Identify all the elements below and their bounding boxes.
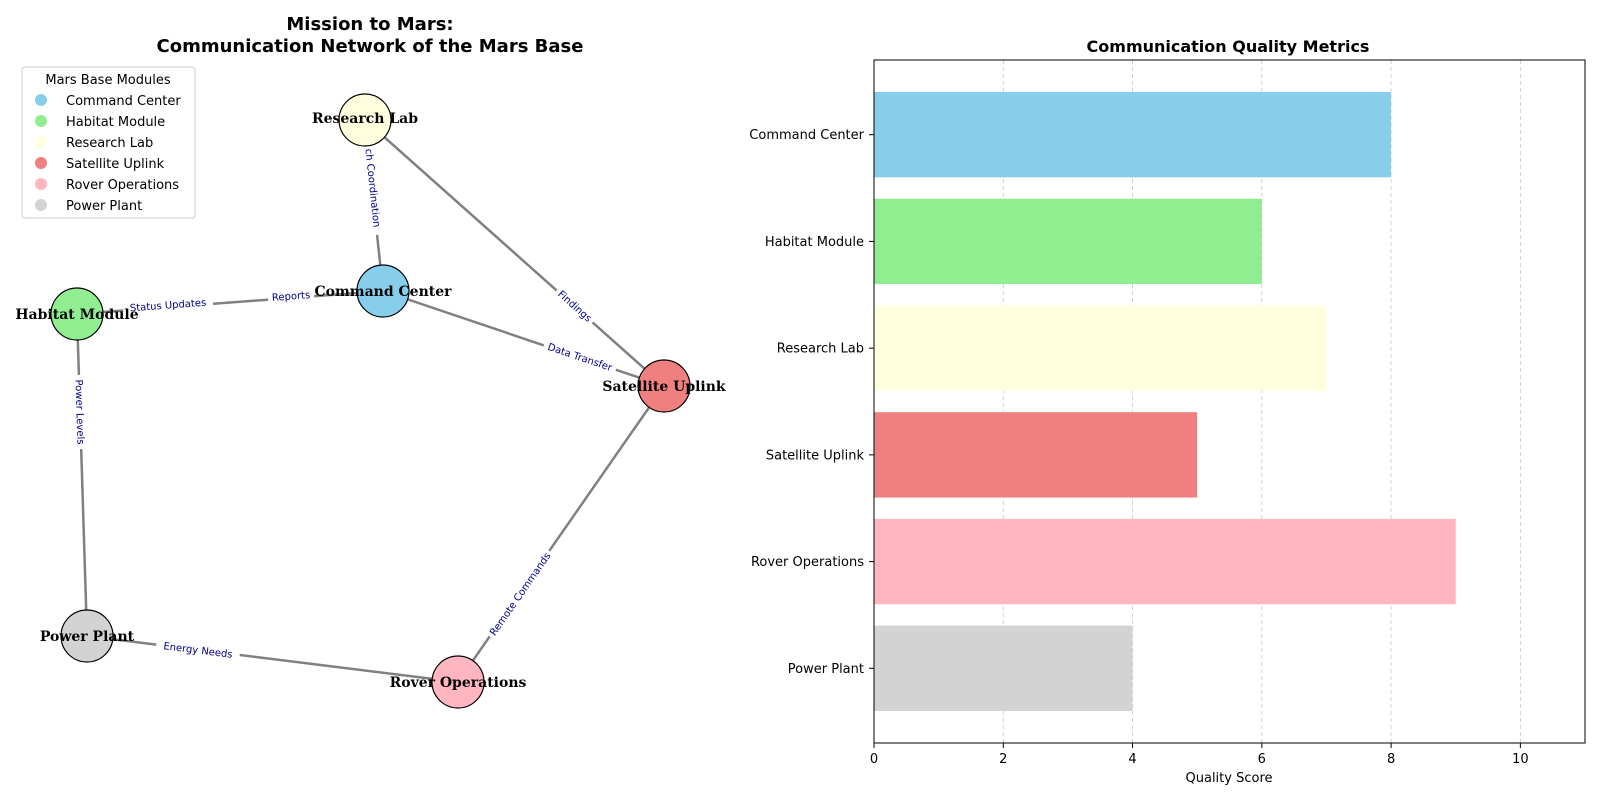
node-label: Satellite Uplink bbox=[602, 379, 726, 395]
x-tick-label: 0 bbox=[870, 752, 878, 767]
node-circle bbox=[637, 359, 691, 413]
edge-label-box bbox=[484, 547, 556, 641]
legend-label: Habitat Module bbox=[66, 115, 165, 130]
legend-marker bbox=[35, 178, 47, 190]
x-tick-label: 4 bbox=[1128, 752, 1136, 767]
legend-marker bbox=[35, 94, 47, 106]
legend-label: Command Center bbox=[66, 94, 181, 109]
y-tick-label: Rover Operations bbox=[751, 555, 864, 570]
bar-satellite-uplink bbox=[874, 412, 1198, 498]
bar-chart: Communication Quality Metrics Command Ce… bbox=[749, 37, 1586, 786]
bar-rover-operations bbox=[874, 518, 1456, 605]
legend-marker bbox=[35, 115, 47, 127]
x-tick-label: 10 bbox=[1512, 752, 1529, 767]
edge-research-lab-satellite-uplink bbox=[364, 119, 665, 387]
node-circle bbox=[338, 93, 392, 147]
node-label: Habitat Module bbox=[15, 307, 138, 323]
edge-label-findings: Findings bbox=[555, 289, 593, 325]
bar-chart-title: Communication Quality Metrics bbox=[1087, 37, 1370, 56]
y-tick-label: Command Center bbox=[749, 128, 864, 143]
node-rover-operations: Rover Operations bbox=[390, 655, 527, 709]
legend-entry-power-plant: Power Plant bbox=[35, 199, 142, 214]
edge-power-plant-rover-operations bbox=[86, 634, 459, 684]
edge-rover-operations-satellite-uplink bbox=[456, 385, 666, 683]
edge-label-box bbox=[122, 294, 214, 316]
y-tick-label: Power Plant bbox=[788, 662, 864, 677]
legend-entry-command-center: Command Center bbox=[35, 94, 181, 109]
y-tick-label: Habitat Module bbox=[765, 235, 864, 250]
edge-label-power-levels: Power Levels bbox=[72, 379, 85, 444]
node-circle bbox=[356, 264, 410, 318]
node-label: Research Lab bbox=[312, 111, 418, 127]
legend-marker bbox=[35, 157, 47, 169]
node-power-plant: Power Plant bbox=[40, 609, 135, 663]
legend-label: Satellite Uplink bbox=[66, 157, 165, 172]
legend-entry-satellite-uplink: Satellite Uplink bbox=[35, 157, 165, 172]
y-tick-label: Satellite Uplink bbox=[766, 448, 865, 463]
edge-label-reports: Reports bbox=[272, 290, 311, 304]
network-nodes: Command Center Habitat Module Research L… bbox=[15, 93, 726, 709]
edge-label-box bbox=[267, 287, 315, 305]
node-circle bbox=[50, 287, 104, 341]
network-title-line-2: Communication Network of the Mars Base bbox=[157, 36, 584, 57]
edge-label-box bbox=[155, 637, 241, 663]
bar-research-lab bbox=[874, 305, 1327, 391]
node-label: Command Center bbox=[315, 284, 453, 300]
legend-entry-research-lab: Research Lab bbox=[35, 136, 153, 151]
plot-area-frame bbox=[873, 59, 1586, 744]
legend-title: Mars Base Modules bbox=[45, 73, 170, 88]
legend-label: Research Lab bbox=[66, 136, 153, 151]
bar-habitat-module bbox=[874, 198, 1262, 285]
legend-entry-rover-operations: Rover Operations bbox=[35, 178, 179, 193]
node-habitat-module: Habitat Module bbox=[15, 287, 139, 341]
x-tick-label: 2 bbox=[999, 752, 1007, 767]
bar-power-plant bbox=[874, 625, 1133, 711]
legend-frame bbox=[21, 66, 196, 219]
node-satellite-uplink: Satellite Uplink bbox=[602, 359, 726, 413]
node-command-center: Command Center bbox=[315, 264, 453, 318]
network-edge-labels: Status Updates Reports ch Coordination D… bbox=[71, 140, 619, 663]
edge-label-box bbox=[552, 284, 598, 328]
legend-label: Rover Operations bbox=[66, 178, 179, 193]
node-circle bbox=[60, 609, 114, 663]
legend-marker bbox=[35, 136, 47, 148]
bar-chart-bars bbox=[874, 92, 1456, 711]
node-circle bbox=[431, 655, 485, 709]
legend-marker bbox=[35, 199, 47, 211]
edge-label-box bbox=[541, 338, 619, 376]
network-title-line-1: Mission to Mars: bbox=[286, 14, 453, 35]
legend-entry-habitat-module: Habitat Module bbox=[35, 115, 165, 130]
edge-habitat-module-power-plant bbox=[75, 313, 89, 637]
edge-label-box bbox=[361, 140, 385, 236]
network-legend: Mars Base Modules Command Center Habitat… bbox=[21, 66, 196, 219]
x-axis-label: Quality Score bbox=[1186, 771, 1273, 786]
edge-label-box bbox=[71, 374, 89, 450]
x-axis-ticks: 0 2 4 6 8 10 bbox=[870, 743, 1529, 767]
node-label: Rover Operations bbox=[390, 675, 527, 691]
network-chart: Mission to Mars: Communication Network o… bbox=[15, 14, 726, 709]
edge-command-center-satellite-uplink bbox=[382, 289, 665, 388]
bar-command-center bbox=[874, 92, 1392, 178]
edge-label-remote-commands: Remote Commands bbox=[488, 551, 553, 638]
node-label: Power Plant bbox=[40, 629, 135, 645]
x-tick-label: 8 bbox=[1387, 752, 1395, 767]
y-axis-ticks: Command Center Habitat Module Research Lab… bbox=[749, 128, 874, 677]
y-tick-label: Research Lab bbox=[777, 342, 864, 357]
x-tick-label: 6 bbox=[1258, 752, 1266, 767]
legend-label: Power Plant bbox=[66, 199, 142, 214]
node-research-lab: Research Lab bbox=[312, 93, 418, 147]
